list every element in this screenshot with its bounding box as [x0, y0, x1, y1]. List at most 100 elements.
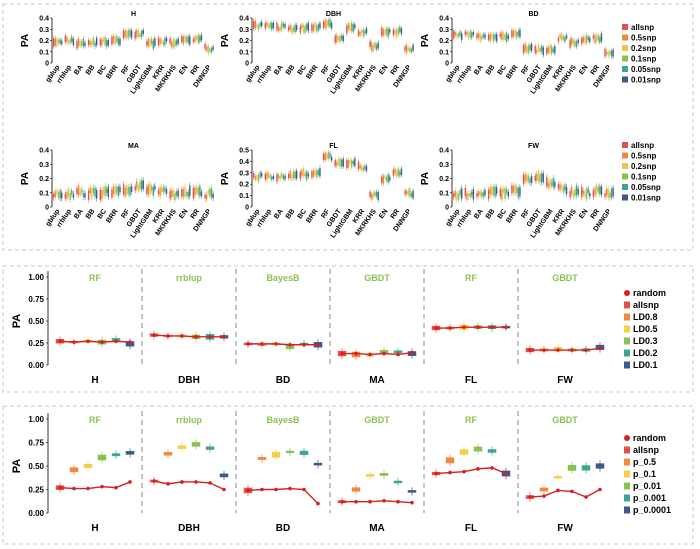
box-krr-0.05snp: [364, 30, 366, 35]
random-line: [248, 343, 318, 346]
box-rrblup-allsnp: [64, 194, 67, 199]
legend-label: p_0.0001: [633, 505, 671, 515]
x-tick-label: BC: [296, 64, 308, 76]
box-krr-0.5snp: [559, 184, 561, 191]
box-bb-0.01snp: [95, 37, 98, 46]
box-ba-0.1snp: [481, 36, 483, 40]
y-tick-label: 0: [445, 205, 449, 212]
box-gbdt-0.2snp: [337, 159, 340, 165]
x-tick-label: EN: [378, 64, 389, 76]
random-point: [180, 334, 184, 338]
box-brr-0.05snp: [517, 30, 520, 36]
box-bb-0.01snp: [295, 25, 298, 31]
box-brr-0.2snp: [314, 170, 316, 176]
box-dnngp-0.1snp: [409, 47, 411, 52]
box-brr-allsnp: [511, 30, 513, 38]
box-brr-allsnp: [511, 185, 513, 194]
random-point: [194, 335, 198, 339]
box-ba-0.5snp: [77, 38, 80, 47]
box-brr-0.1snp: [116, 186, 118, 193]
box-gbdt-0.01snp: [542, 173, 544, 182]
trait-label: H: [91, 375, 98, 386]
box-lightgbm-0.01snp: [554, 181, 556, 187]
x-tick-label: BRR: [105, 64, 119, 80]
legend-label: random: [633, 433, 666, 443]
box-ba-0.5snp: [477, 191, 480, 196]
box-lightgbm-0.05snp: [552, 177, 554, 188]
box-lightgbm-0.01snp: [154, 38, 156, 46]
random-point: [100, 484, 104, 489]
box-rf-0.01snp: [530, 43, 533, 51]
box-mkrkhs-0.05snp: [375, 191, 378, 197]
y-tick-label: 0.4: [239, 16, 249, 23]
box-rr-0.2snp: [395, 29, 398, 38]
x-tick-label: EN: [178, 208, 189, 220]
box-ba-allsnp: [276, 22, 278, 31]
box-rr-0.01snp: [200, 35, 203, 41]
box-krr-0.01snp: [165, 37, 168, 42]
box-rr-0.2snp: [195, 36, 198, 40]
x-tick-label: BA: [473, 208, 485, 220]
box-LD0.2: [393, 350, 403, 354]
box-p_0.1: [271, 451, 281, 458]
box-bc-0.1snp: [304, 172, 306, 177]
method-label: rrblup: [176, 273, 203, 283]
box-lightgbm-0.2snp: [149, 183, 151, 194]
box-ba-0.2snp: [479, 33, 481, 42]
box-krr-0.1snp: [362, 29, 365, 37]
box-en-0.05snp: [587, 188, 589, 193]
box-mkrkhs-0.01snp: [177, 38, 179, 44]
x-tick-label: BC: [96, 208, 108, 220]
box-rf-0.5snp: [124, 30, 126, 37]
box-bc-0.2snp: [302, 24, 305, 33]
y-tick-label: 0.2: [439, 38, 449, 45]
box-bb-0.2snp: [291, 26, 293, 34]
group-dbh: rrblup DBH: [141, 411, 229, 534]
box-krr-allsnp: [157, 190, 160, 194]
random-point: [166, 334, 170, 338]
box-bb-0.05snp: [94, 42, 96, 47]
box-bb-0.1snp: [292, 171, 295, 179]
random-point: [434, 471, 438, 476]
box-mkrkhs-0.2snp: [172, 39, 175, 48]
trait-label: MA: [369, 523, 385, 534]
box-gbdt-0.1snp: [539, 48, 541, 53]
box-gblup-0.01snp: [461, 188, 463, 199]
legend-swatch: [624, 349, 630, 357]
panel-c-frame: [2, 405, 694, 545]
legend-swatch: [622, 45, 628, 51]
legend-swatch: [622, 184, 628, 190]
box-gbdt-0.05snp: [340, 35, 343, 40]
box-krr-0.1snp: [162, 186, 165, 193]
box-lightgbm-0.2snp: [349, 25, 351, 31]
box-ba-0.05snp: [82, 38, 85, 47]
box-en-allsnp: [581, 37, 583, 44]
box-bb-0.05snp: [94, 187, 96, 197]
box-rrblup-0.2snp: [267, 24, 270, 28]
box-rrblup-0.05snp: [471, 191, 473, 196]
y-tick-label: 0.3: [439, 27, 449, 34]
box-bb-0.5snp: [489, 187, 491, 194]
box-lightgbm-0.1snp: [150, 186, 153, 191]
box-rrblup-0.05snp: [71, 36, 73, 42]
box-rrblup-0.01snp: [72, 38, 75, 46]
box-p_0.5: [445, 457, 455, 464]
random-point: [246, 488, 250, 493]
box-rf-0.01snp: [330, 156, 333, 161]
box-rrblup-0.1snp: [469, 193, 471, 197]
box-bc-0.1snp: [104, 185, 106, 197]
box-bb-0.5snp: [289, 170, 291, 179]
trait-label: FL: [465, 523, 477, 534]
box-mkrkhs-allsnp: [569, 190, 571, 198]
box-rrblup-0.05snp: [71, 190, 73, 195]
box-gblup-0.2snp: [456, 192, 458, 201]
box-ba-0.05snp: [282, 23, 285, 27]
box-en-0.2snp: [584, 36, 586, 44]
subplot-title: FL: [329, 143, 338, 150]
box-rrblup-0.1snp: [269, 175, 271, 178]
box-brr-0.01snp: [519, 187, 521, 196]
box-gblup-0.1snp: [257, 174, 260, 182]
box-ba-allsnp: [276, 174, 278, 182]
random-point: [528, 495, 532, 499]
box-gblup-0.01snp: [261, 173, 263, 177]
